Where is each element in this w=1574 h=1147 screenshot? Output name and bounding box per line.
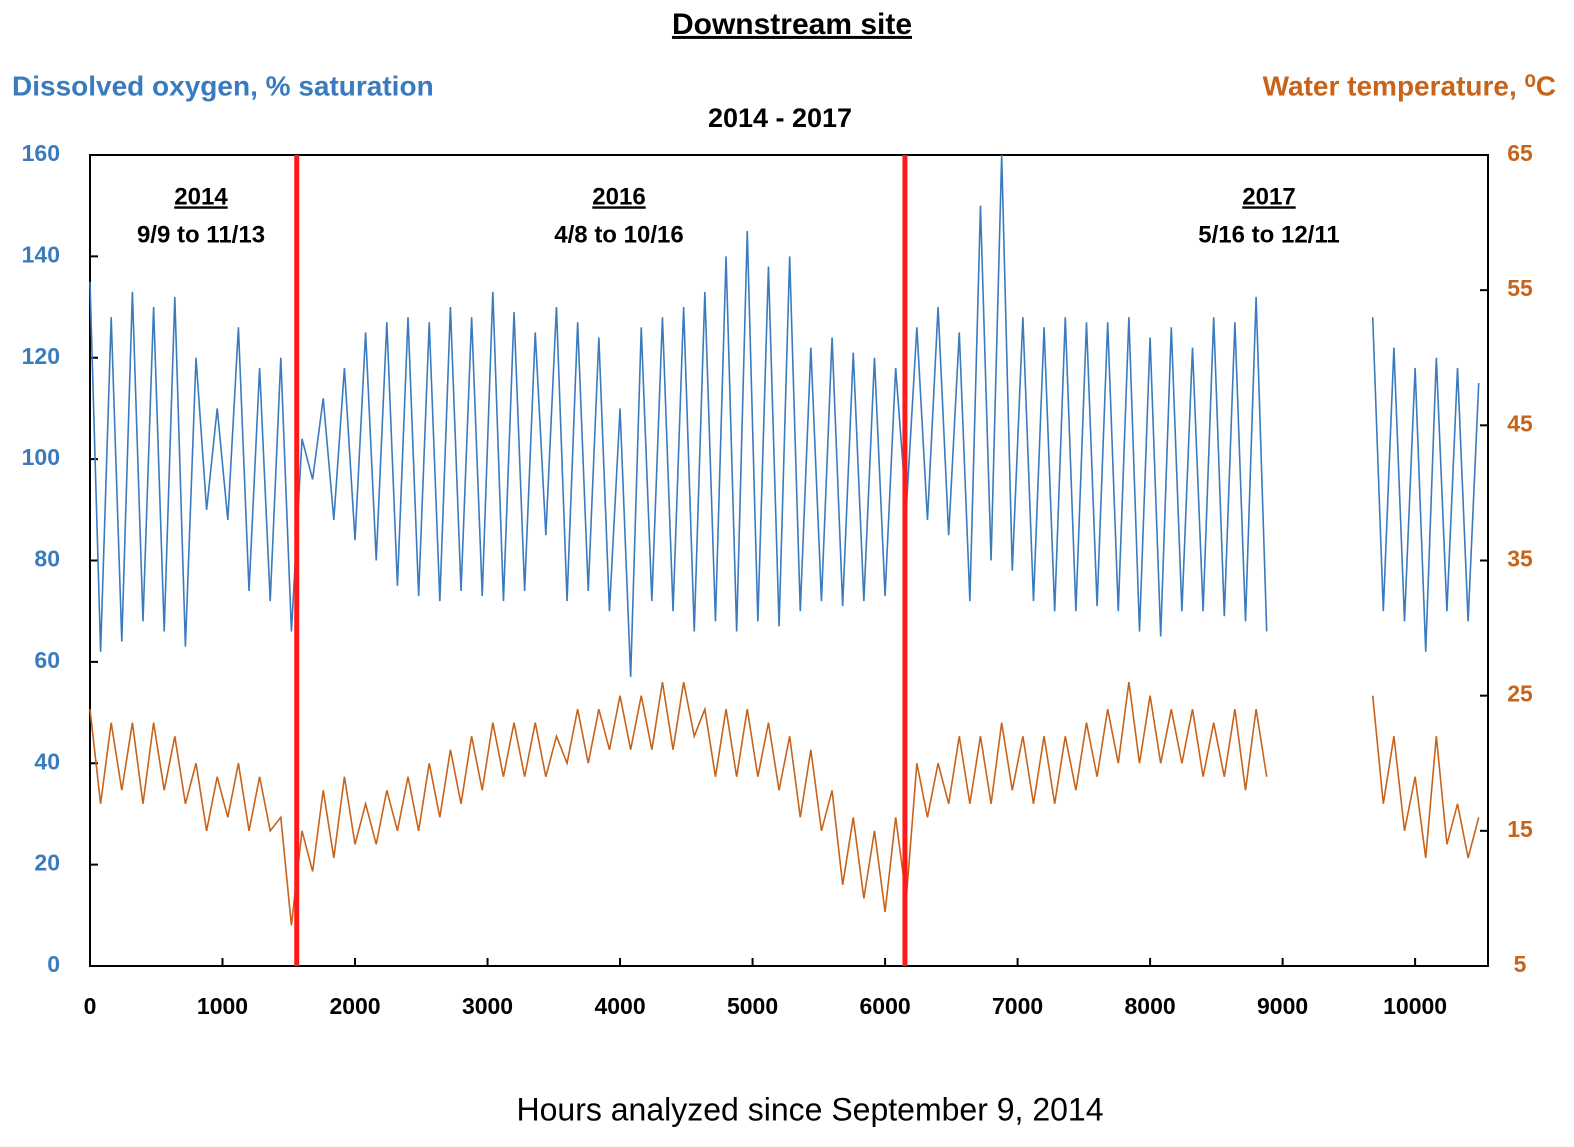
series-line [89,681,1480,926]
x-tick-label: 6000 [859,993,910,1019]
x-tick-label: 4000 [594,993,645,1019]
annotation-year: 2014 [174,183,228,210]
y-tick-label: 0 [47,951,60,977]
y-tick-label: 100 [22,444,60,470]
annotation-dates: 4/8 to 10/16 [554,221,683,248]
y2-tick-label: 5 [1514,951,1527,977]
x-axis-label: Hours analyzed since September 9, 2014 [516,1091,1103,1127]
y2-tick-label: 55 [1507,275,1533,301]
y-tick-label: 120 [22,343,60,369]
x-tick-label: 2000 [329,993,380,1019]
x-tick-label: 1000 [197,993,248,1019]
x-tick-label: 9000 [1257,993,1308,1019]
annotation-dates: 5/16 to 12/11 [1198,221,1339,248]
y-tick-label: 40 [34,748,60,774]
chart-title: Downstream site [672,8,912,41]
y2-axis-label: Water temperature, ⁰C [1263,70,1556,101]
y2-tick-label: 65 [1507,140,1533,166]
y-axis-label: Dissolved oxygen, % saturation [12,70,434,101]
annotation-year: 2017 [1242,183,1295,210]
y2-tick-label: 25 [1507,681,1533,707]
y-tick-label: 140 [22,241,60,267]
y-tick-label: 20 [34,850,60,876]
annotation-dates: 9/9 to 11/13 [137,221,265,248]
x-tick-label: 10000 [1383,993,1447,1019]
x-tick-label: 8000 [1125,993,1176,1019]
y2-tick-label: 45 [1507,410,1533,436]
series-line [89,154,1480,678]
y-tick-label: 60 [34,647,60,673]
y2-tick-label: 35 [1507,546,1533,572]
x-tick-label: 7000 [992,993,1043,1019]
y-tick-label: 160 [22,140,60,166]
y2-tick-label: 15 [1507,816,1533,842]
y-tick-label: 80 [34,546,60,572]
annotation-year: 2016 [592,183,645,210]
chart-subtitle: 2014 - 2017 [708,103,852,133]
x-tick-label: 5000 [727,993,778,1019]
x-tick-label: 3000 [462,993,513,1019]
x-tick-label: 0 [84,993,97,1019]
